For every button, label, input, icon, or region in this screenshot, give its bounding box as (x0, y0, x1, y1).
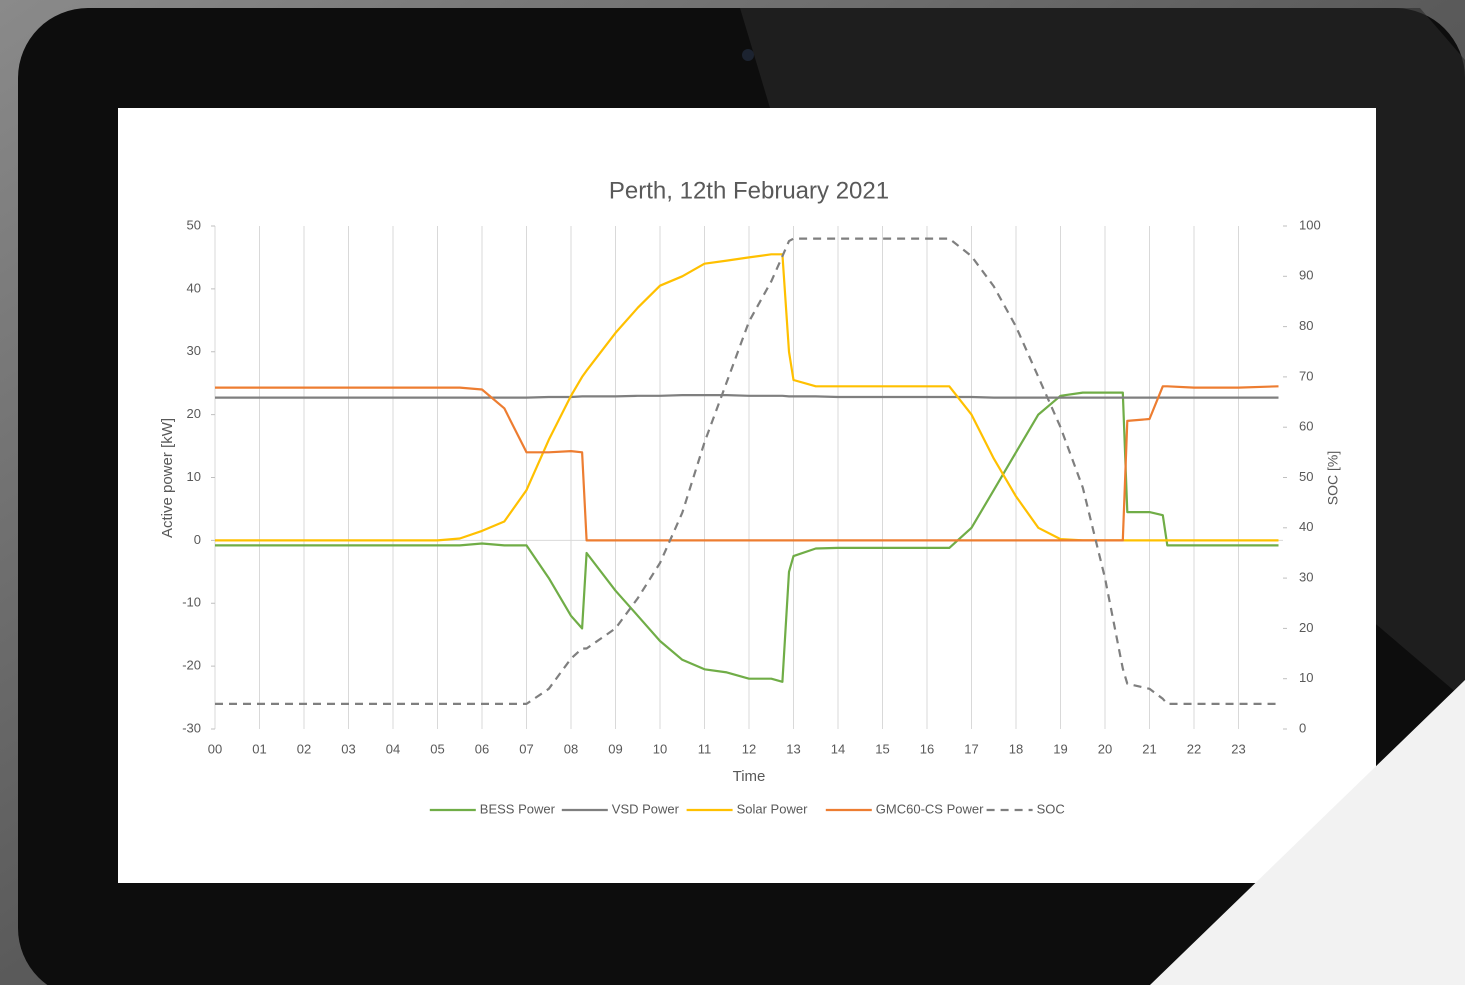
x-tick-label: 06 (475, 741, 489, 756)
screenshot: 0001020304050607080910111213141516171819… (0, 0, 1465, 985)
y-tick-label: -30 (182, 720, 201, 735)
y2-tick-label: 40 (1299, 519, 1313, 534)
y2-tick-label: 10 (1299, 670, 1313, 685)
x-tick-label: 12 (742, 741, 756, 756)
y2-tick-label: 80 (1299, 318, 1313, 333)
y-tick-label: -10 (182, 595, 201, 610)
x-tick-label: 18 (1009, 741, 1023, 756)
y2-tick-label: 30 (1299, 570, 1313, 585)
x-tick-label: 02 (297, 741, 311, 756)
y-tick-label: 10 (187, 469, 201, 484)
x-tick-label: 19 (1053, 741, 1067, 756)
x-axis-label: Time (733, 768, 766, 785)
legend-label: GMC60-CS Power (876, 801, 984, 816)
chart-title: Perth, 12th February 2021 (609, 177, 889, 204)
legend-label: Solar Power (737, 801, 808, 816)
y-tick-label: 40 (187, 280, 201, 295)
y2-tick-label: 100 (1299, 217, 1321, 232)
x-tick-label: 09 (608, 741, 622, 756)
x-tick-label: 17 (964, 741, 978, 756)
legend-label: SOC (1037, 801, 1065, 816)
x-tick-label: 08 (564, 741, 578, 756)
x-tick-label: 21 (1142, 741, 1156, 756)
y2-tick-label: 70 (1299, 368, 1313, 383)
page: 0001020304050607080910111213141516171819… (0, 0, 1465, 985)
y2-axis-label: SOC [%] (1325, 451, 1341, 505)
y-axis-label: Active power [kW] (159, 418, 176, 538)
y-tick-label: 20 (187, 406, 201, 421)
legend-label: VSD Power (612, 801, 680, 816)
y2-tick-label: 0 (1299, 720, 1306, 735)
y2-tick-label: 50 (1299, 469, 1313, 484)
x-tick-label: 00 (208, 741, 222, 756)
x-tick-label: 10 (653, 741, 667, 756)
y-tick-label: -20 (182, 658, 201, 673)
x-tick-label: 01 (252, 741, 266, 756)
camera (742, 49, 754, 61)
x-tick-label: 20 (1098, 741, 1112, 756)
x-tick-label: 23 (1231, 741, 1245, 756)
x-tick-label: 14 (831, 741, 845, 756)
y2-tick-label: 90 (1299, 268, 1313, 283)
y-tick-label: 50 (187, 217, 201, 232)
x-tick-label: 15 (875, 741, 889, 756)
x-tick-label: 07 (519, 741, 533, 756)
y2-tick-label: 20 (1299, 620, 1313, 635)
x-tick-label: 05 (430, 741, 444, 756)
legend-label: BESS Power (480, 801, 556, 816)
y-tick-label: 30 (187, 343, 201, 358)
y2-tick-label: 60 (1299, 419, 1313, 434)
x-tick-label: 03 (341, 741, 355, 756)
x-tick-label: 16 (920, 741, 934, 756)
y-tick-label: 0 (194, 532, 201, 547)
chart-panel (118, 108, 1376, 883)
x-tick-label: 22 (1187, 741, 1201, 756)
x-tick-label: 13 (786, 741, 800, 756)
x-tick-label: 11 (698, 741, 712, 756)
x-tick-label: 04 (386, 741, 400, 756)
